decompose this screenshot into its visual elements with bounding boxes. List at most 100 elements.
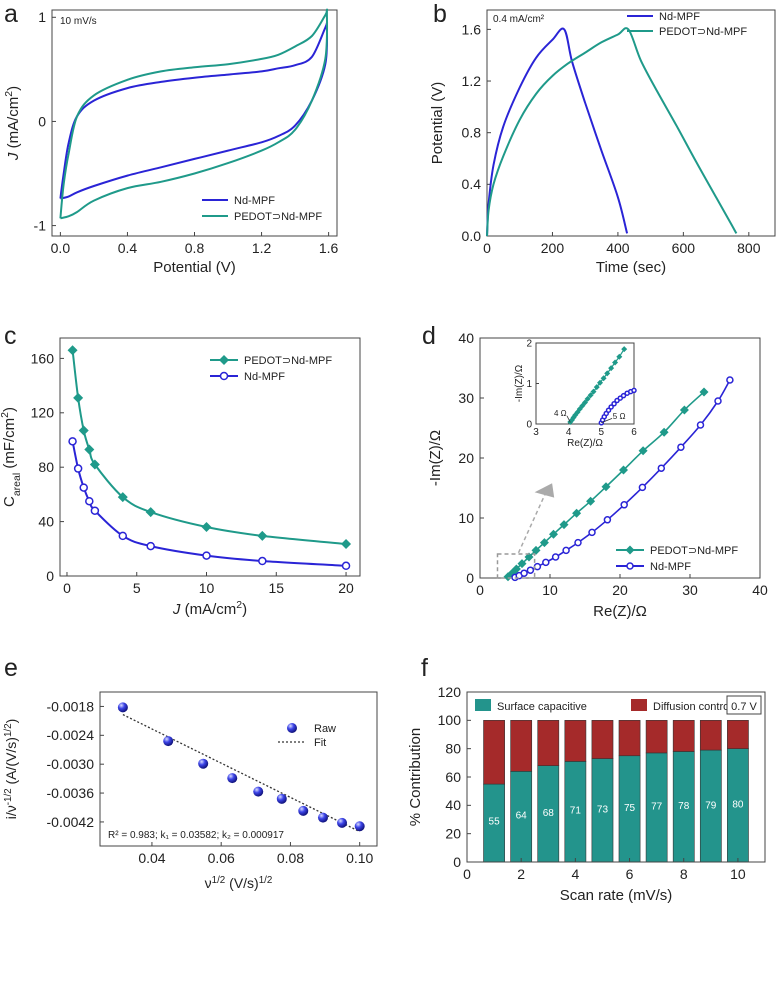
x-tick-label: 30 xyxy=(682,582,698,598)
inset-data-point xyxy=(612,359,619,366)
inset-data-point xyxy=(631,387,637,394)
data-point xyxy=(531,545,541,555)
x-tick-label: 0.04 xyxy=(138,850,165,866)
y-axis-label: -Im(Z)/Ω xyxy=(427,430,444,486)
data-point xyxy=(118,531,128,541)
x-tick-label: 1.6 xyxy=(319,240,339,256)
inset-data-point xyxy=(587,392,594,399)
voltage-annotation: 0.7 V xyxy=(731,701,757,713)
inset-data-point xyxy=(593,384,600,391)
data-point xyxy=(253,786,264,797)
data-point xyxy=(620,501,628,509)
y-tick-label: 0.8 xyxy=(462,125,482,141)
x-tick-label: 0 xyxy=(476,582,484,598)
inset-data-point xyxy=(621,346,628,353)
inset-x-tick-label: 3 xyxy=(533,427,539,438)
panel-d-chart: 0 10 20 30 40010203040PEDOT⊃Nd-MPFNd-MPFRe(Z… xyxy=(427,330,768,620)
legend-marker xyxy=(219,355,229,365)
data-point xyxy=(586,496,596,506)
panel-e-chart: 0.04 0.06 0.08 0.10 -0.0018 -0.0024 -0.0030 -0.… xyxy=(3,691,378,892)
series-line-PEDOT⊃Nd-MPF xyxy=(59,8,329,220)
x-tick-label: 0.0 xyxy=(51,240,71,256)
panel-letter-b: b xyxy=(433,0,447,28)
panel-b-chart: 0 200 400 600 800 0.0 0.4 0.8 1.2 1.6 0.4 mA/cm² Nd… xyxy=(429,9,776,276)
data-point xyxy=(726,376,734,384)
x-axis-label: Re(Z)/Ω xyxy=(593,603,647,620)
plot-frame xyxy=(59,337,361,577)
y-tick-label: 0.0 xyxy=(462,228,482,244)
legend-label: PEDOT⊃Nd-MPF xyxy=(650,545,738,557)
voltage-box xyxy=(726,695,762,715)
data-point xyxy=(258,556,267,566)
y-axis-label: J (mA/cm2) xyxy=(3,86,22,161)
x-tick-label: 20 xyxy=(338,580,354,596)
x-tick-label: 20 xyxy=(612,582,628,598)
bar-diffusion-controlled xyxy=(483,720,505,785)
y-tick-label: 20 xyxy=(458,450,474,466)
data-point xyxy=(341,561,351,571)
y-tick-label: 100 xyxy=(438,712,462,728)
series-line-Nd-MPF xyxy=(71,441,347,567)
y-axis-label: Potential (V) xyxy=(429,82,446,165)
data-point xyxy=(67,345,78,356)
bar-value-label: 77 xyxy=(651,802,663,813)
panel-c-chart: 0 5 10 15 20 0 40 80 120 160 PEDOT⊃Nd-MPF Nd-MPF J (… xyxy=(0,337,361,618)
legend-label: Nd-MPF xyxy=(659,11,700,23)
bar-diffusion-controlled xyxy=(645,720,668,754)
inset-x-tick-label: 6 xyxy=(631,427,637,438)
bar-value-label: 80 xyxy=(732,800,744,811)
y-tick-label: 0 xyxy=(466,570,474,586)
data-point xyxy=(603,516,612,524)
series-line-PEDOT⊃Nd-MPF xyxy=(486,27,738,237)
y-tick-label: 80 xyxy=(445,741,461,757)
legend-label: PEDOT⊃Nd-MPF xyxy=(659,26,747,38)
inset-annotation-4-ohm: 4 Ω xyxy=(554,409,567,418)
x-tick-label: 0.4 xyxy=(118,240,138,256)
legend-label: Raw xyxy=(314,723,336,735)
y-tick-label: 40 xyxy=(38,514,54,530)
data-point xyxy=(85,496,94,506)
x-tick-label: 10 xyxy=(199,580,215,596)
data-point xyxy=(574,538,582,547)
y-tick-label: 0 xyxy=(46,568,54,584)
inset-x-tick-label: 5 xyxy=(599,427,605,438)
panel-letter-f: f xyxy=(421,654,428,682)
x-tick-label: 0.8 xyxy=(185,240,205,256)
zoom-arrow-line xyxy=(517,490,548,554)
inset-annotation-5-ohm: 5 Ω xyxy=(613,412,626,421)
data-point xyxy=(117,702,128,713)
legend-label: Nd-MPF xyxy=(650,561,691,573)
y-tick-label: -0.0042 xyxy=(47,814,95,830)
y-tick-label: 40 xyxy=(445,797,461,813)
data-point xyxy=(638,483,647,492)
data-point xyxy=(549,529,558,539)
data-point xyxy=(559,520,569,530)
data-point xyxy=(699,387,709,397)
x-axis-label: Scan rate (mV/s) xyxy=(560,887,673,904)
x-tick-label: 400 xyxy=(606,240,630,256)
y-tick-label: 1 xyxy=(38,9,46,25)
data-point xyxy=(354,821,365,832)
bar-diffusion-controlled xyxy=(537,720,560,766)
y-tick-label: 1.2 xyxy=(462,73,482,89)
inset-data-point xyxy=(611,401,617,407)
y-axis-label: i/ν-1/2 (A/(V/s)1/2) xyxy=(3,719,20,820)
x-axis-label: ν1/2 (V/s)1/2 xyxy=(205,875,273,892)
y-tick-label: 0 xyxy=(453,854,461,870)
data-point xyxy=(679,405,689,415)
x-tick-label: 0 xyxy=(463,866,471,882)
inset-data-point xyxy=(597,379,604,386)
panel-d-inset: 3 4 5 6 0 1 2 Re(Z)/Ω -Im(Z)/Ω 4 Ω 5 Ω xyxy=(514,339,637,450)
series-line-PEDOT⊃Nd-MPF xyxy=(71,350,347,545)
data-point xyxy=(201,522,212,533)
data-point xyxy=(257,530,268,541)
data-point xyxy=(696,421,705,429)
x-tick-label: 10 xyxy=(730,866,746,882)
x-tick-label: 0.06 xyxy=(208,850,235,866)
bar-value-label: 64 xyxy=(516,810,528,821)
bar-diffusion-controlled xyxy=(564,720,587,762)
data-point xyxy=(227,773,238,784)
data-point xyxy=(511,564,521,574)
